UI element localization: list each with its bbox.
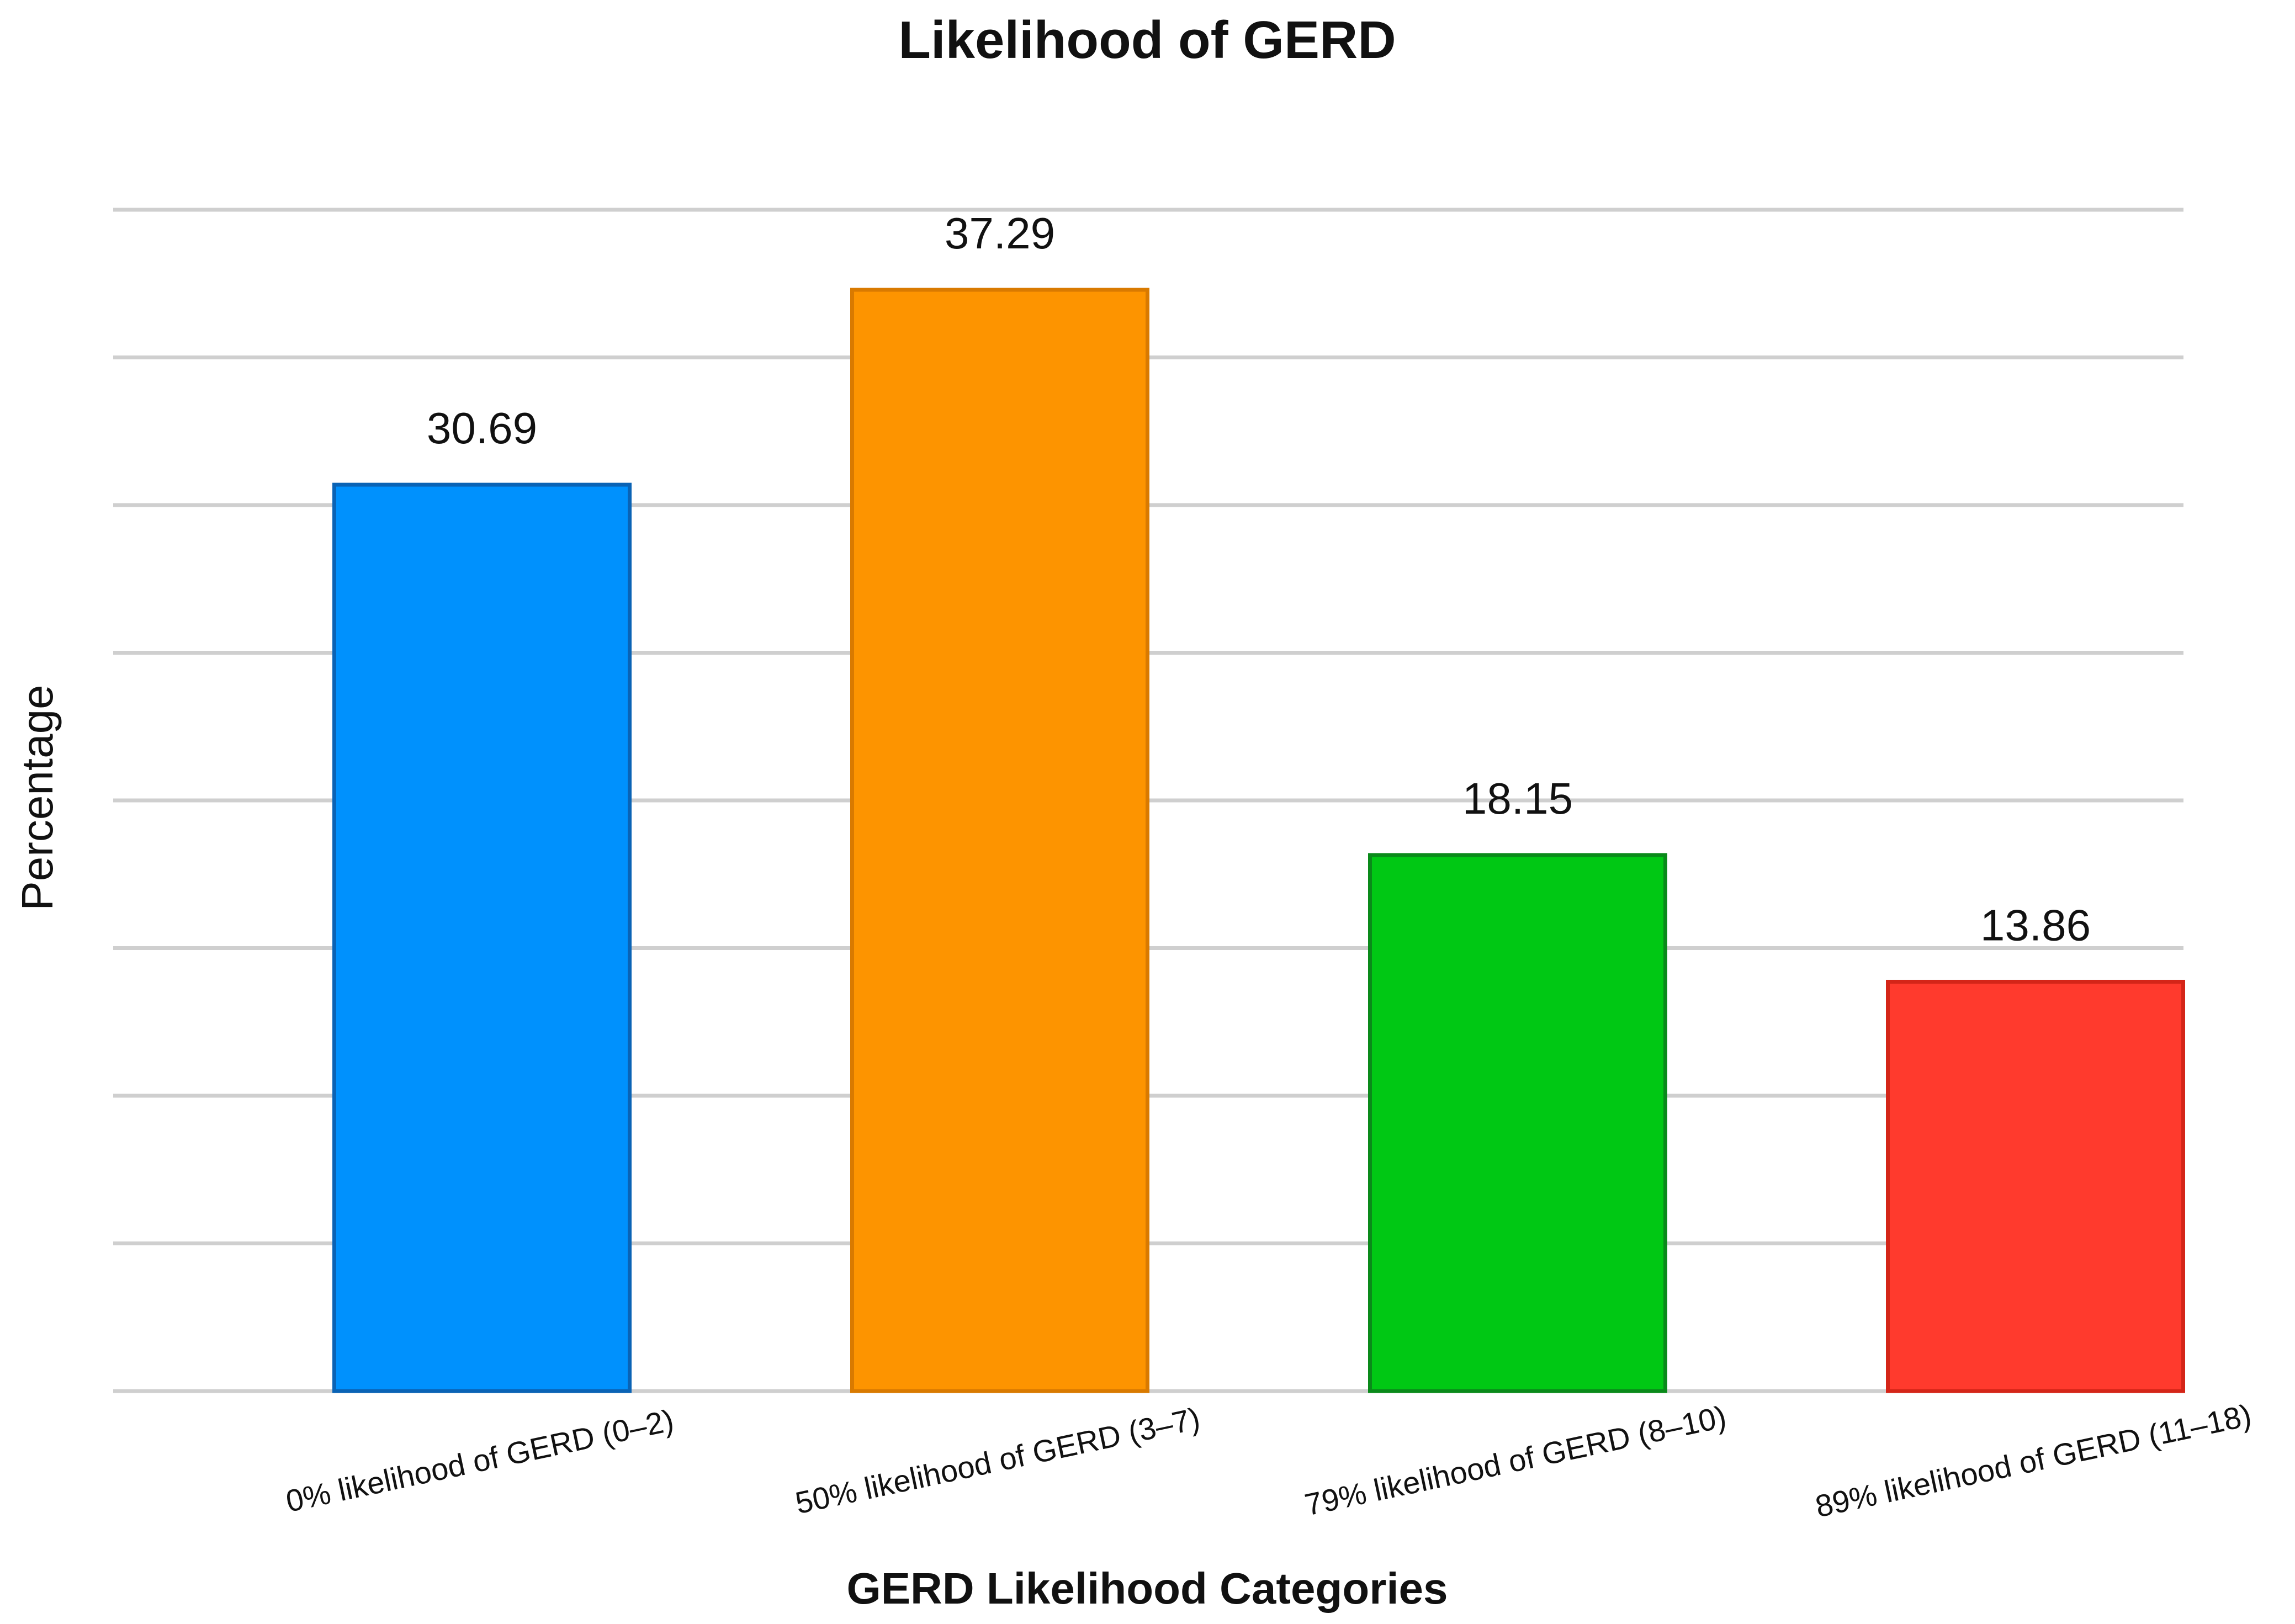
bars: [332, 288, 2185, 1393]
x-axis-label: GERD Likelihood Categories: [846, 1564, 1448, 1613]
y-axis-label: Percentage: [13, 684, 62, 910]
x-tick-label: 0% likelihood of GERD (0–2): [283, 1403, 676, 1519]
bar: [1886, 979, 2185, 1393]
bar-value-label: 30.69: [427, 404, 537, 453]
x-tick-label: 79% likelihood of GERD (8–10): [1302, 1399, 1729, 1522]
x-tick-labels: 0% likelihood of GERD (0–2) 50% likelihoo…: [283, 1397, 2254, 1524]
x-tick-label: 50% likelihood of GERD (3–7): [792, 1400, 1203, 1520]
bar-value-label: 37.29: [945, 209, 1055, 258]
bar: [850, 288, 1149, 1393]
chart-title: Likelihood of GERD: [898, 10, 1396, 70]
bar: [1368, 853, 1667, 1393]
bar: [332, 482, 632, 1393]
bar-value-label: 18.15: [1462, 774, 1573, 823]
data-labels: 30.69 37.29 18.15 13.86: [427, 209, 2091, 950]
bar-value-label: 13.86: [1980, 900, 2091, 949]
x-tick-label: 89% likelihood of GERD (11–18): [1812, 1397, 2255, 1524]
